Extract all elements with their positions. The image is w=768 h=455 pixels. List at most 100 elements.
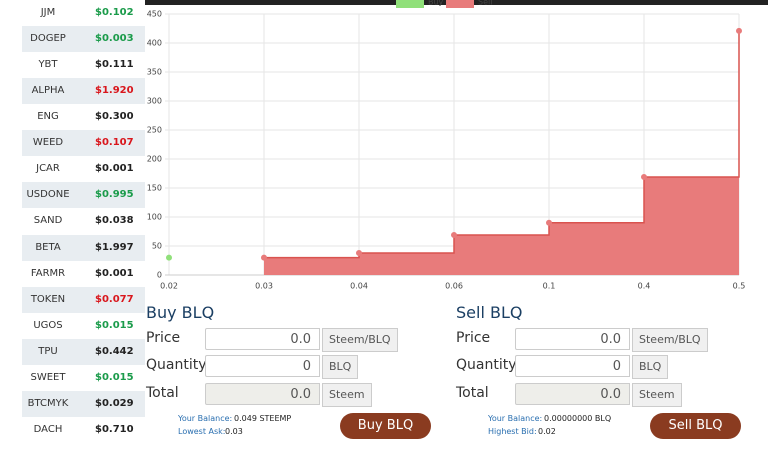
token-row[interactable]: ALPHA $1.920 bbox=[22, 78, 145, 105]
x-tick-label: 0.1 bbox=[543, 282, 556, 291]
token-name: SAND bbox=[33, 215, 63, 227]
token-row[interactable]: JCAR $0.001 bbox=[22, 156, 145, 183]
field-unit: BLQ bbox=[632, 355, 669, 379]
form-title: Sell BLQ bbox=[456, 303, 523, 322]
token-row[interactable]: UGOS $0.015 bbox=[22, 312, 145, 339]
token-row[interactable]: TPU $0.442 bbox=[22, 338, 145, 365]
token-row[interactable]: BETA $1.997 bbox=[22, 234, 145, 261]
token-row[interactable]: USDONE $0.995 bbox=[22, 182, 145, 209]
token-row[interactable]: DACH $0.710 bbox=[22, 416, 145, 443]
depth-area bbox=[264, 30, 739, 275]
x-tick-label: 0.04 bbox=[350, 282, 368, 291]
token-price: $0.029 bbox=[95, 397, 134, 409]
balance-value: 0.00000000 BLQ bbox=[544, 414, 612, 423]
ref-label: Highest Bid: bbox=[488, 427, 537, 436]
token-name: WEED bbox=[32, 137, 64, 149]
token-name: YBT bbox=[38, 59, 58, 71]
token-row[interactable]: WEED $0.107 bbox=[22, 130, 145, 157]
token-price: $0.995 bbox=[95, 189, 134, 201]
submit-button[interactable]: Buy BLQ bbox=[340, 413, 431, 439]
ref-label: Lowest Ask: bbox=[178, 427, 226, 436]
token-price: $0.038 bbox=[95, 215, 134, 227]
depth-point bbox=[166, 254, 172, 261]
token-row[interactable]: DOGEP $0.003 bbox=[22, 26, 145, 53]
x-tick-label: 0.06 bbox=[445, 282, 463, 291]
y-tick-label: 350 bbox=[147, 68, 162, 77]
depth-point bbox=[451, 231, 457, 238]
field-label: Total bbox=[456, 385, 489, 401]
y-tick-label: 150 bbox=[147, 184, 162, 193]
submit-button[interactable]: Sell BLQ bbox=[650, 413, 741, 439]
token-price: $0.300 bbox=[95, 111, 134, 123]
depth-point bbox=[641, 173, 647, 180]
ref-value: 0.02 bbox=[538, 427, 556, 436]
token-row[interactable]: TOKEN $0.077 bbox=[22, 286, 145, 313]
token-price: $0.442 bbox=[95, 345, 134, 357]
field-input[interactable]: 0 bbox=[205, 355, 320, 377]
balance-label: Your Balance: bbox=[178, 414, 233, 423]
token-name: BTCMYK bbox=[27, 397, 69, 409]
token-row[interactable]: SAND $0.038 bbox=[22, 208, 145, 235]
field-input[interactable]: 0 bbox=[515, 355, 630, 377]
field-label: Price bbox=[456, 330, 491, 346]
y-tick-label: 300 bbox=[147, 97, 162, 106]
token-name: FARMR bbox=[30, 267, 66, 279]
legend-swatch bbox=[446, 0, 474, 8]
legend-label: Sell bbox=[478, 0, 492, 7]
depth-point bbox=[736, 27, 742, 34]
depth-point bbox=[261, 254, 267, 261]
ref-value: 0.03 bbox=[225, 427, 243, 436]
x-tick-label: 0.02 bbox=[160, 282, 178, 291]
y-tick-label: 250 bbox=[147, 126, 162, 135]
y-tick-label: 100 bbox=[147, 213, 162, 222]
token-name: UGOS bbox=[33, 319, 63, 331]
x-tick-label: 0.4 bbox=[638, 282, 651, 291]
token-price: $0.001 bbox=[95, 267, 134, 279]
legend-label: Buy bbox=[428, 0, 444, 7]
token-price: $0.710 bbox=[95, 423, 134, 435]
field-input[interactable]: 0.0 bbox=[205, 328, 320, 350]
token-name: DACH bbox=[33, 423, 63, 435]
token-row[interactable]: BTCMYK $0.029 bbox=[22, 390, 145, 417]
form-title: Buy BLQ bbox=[146, 303, 215, 322]
token-price: $0.111 bbox=[95, 59, 134, 71]
y-tick-label: 0 bbox=[157, 271, 162, 280]
field-unit: Steem/BLQ bbox=[632, 328, 708, 352]
y-tick-label: 50 bbox=[152, 242, 162, 251]
y-tick-label: 400 bbox=[147, 39, 162, 48]
field-unit: Steem bbox=[632, 383, 682, 407]
token-price: $0.107 bbox=[95, 137, 134, 149]
field-unit: Steem/BLQ bbox=[322, 328, 398, 352]
token-price: $0.102 bbox=[95, 7, 134, 18]
field-unit: BLQ bbox=[322, 355, 359, 379]
field-input: 0.0 bbox=[515, 383, 630, 405]
depth-point bbox=[546, 219, 552, 226]
token-price: $0.077 bbox=[95, 293, 134, 305]
y-tick-label: 200 bbox=[147, 155, 162, 164]
token-row[interactable]: FARMR $0.001 bbox=[22, 260, 145, 287]
field-unit: Steem bbox=[322, 383, 372, 407]
field-label: Total bbox=[146, 385, 179, 401]
token-price: $1.920 bbox=[95, 85, 134, 97]
token-name: BETA bbox=[35, 241, 61, 253]
token-price: $0.001 bbox=[95, 163, 134, 175]
token-name: SWEET bbox=[30, 371, 66, 383]
token-row[interactable]: ENG $0.300 bbox=[22, 104, 145, 131]
field-input: 0.0 bbox=[205, 383, 320, 405]
depth-point bbox=[356, 249, 362, 256]
token-row[interactable]: YBT $0.111 bbox=[22, 52, 145, 79]
x-tick-label: 0.03 bbox=[255, 282, 273, 291]
token-price: $0.015 bbox=[95, 371, 134, 383]
token-name: TOKEN bbox=[30, 293, 66, 305]
token-name: JCAR bbox=[36, 163, 60, 175]
depth-chart: 0 50 100 150 200 250 300 350 400 450 0.02 0.03 0.04 0… bbox=[147, 0, 746, 291]
token-name: DOGEP bbox=[30, 33, 66, 45]
token-name: ENG bbox=[37, 111, 59, 123]
field-label: Quantity bbox=[456, 357, 517, 373]
field-input[interactable]: 0.0 bbox=[515, 328, 630, 350]
token-row[interactable]: SWEET $0.015 bbox=[22, 364, 145, 391]
balance-label: Your Balance: bbox=[488, 414, 543, 423]
x-tick-label: 0.5 bbox=[733, 282, 746, 291]
token-row[interactable]: JJM $0.102 bbox=[22, 0, 145, 26]
